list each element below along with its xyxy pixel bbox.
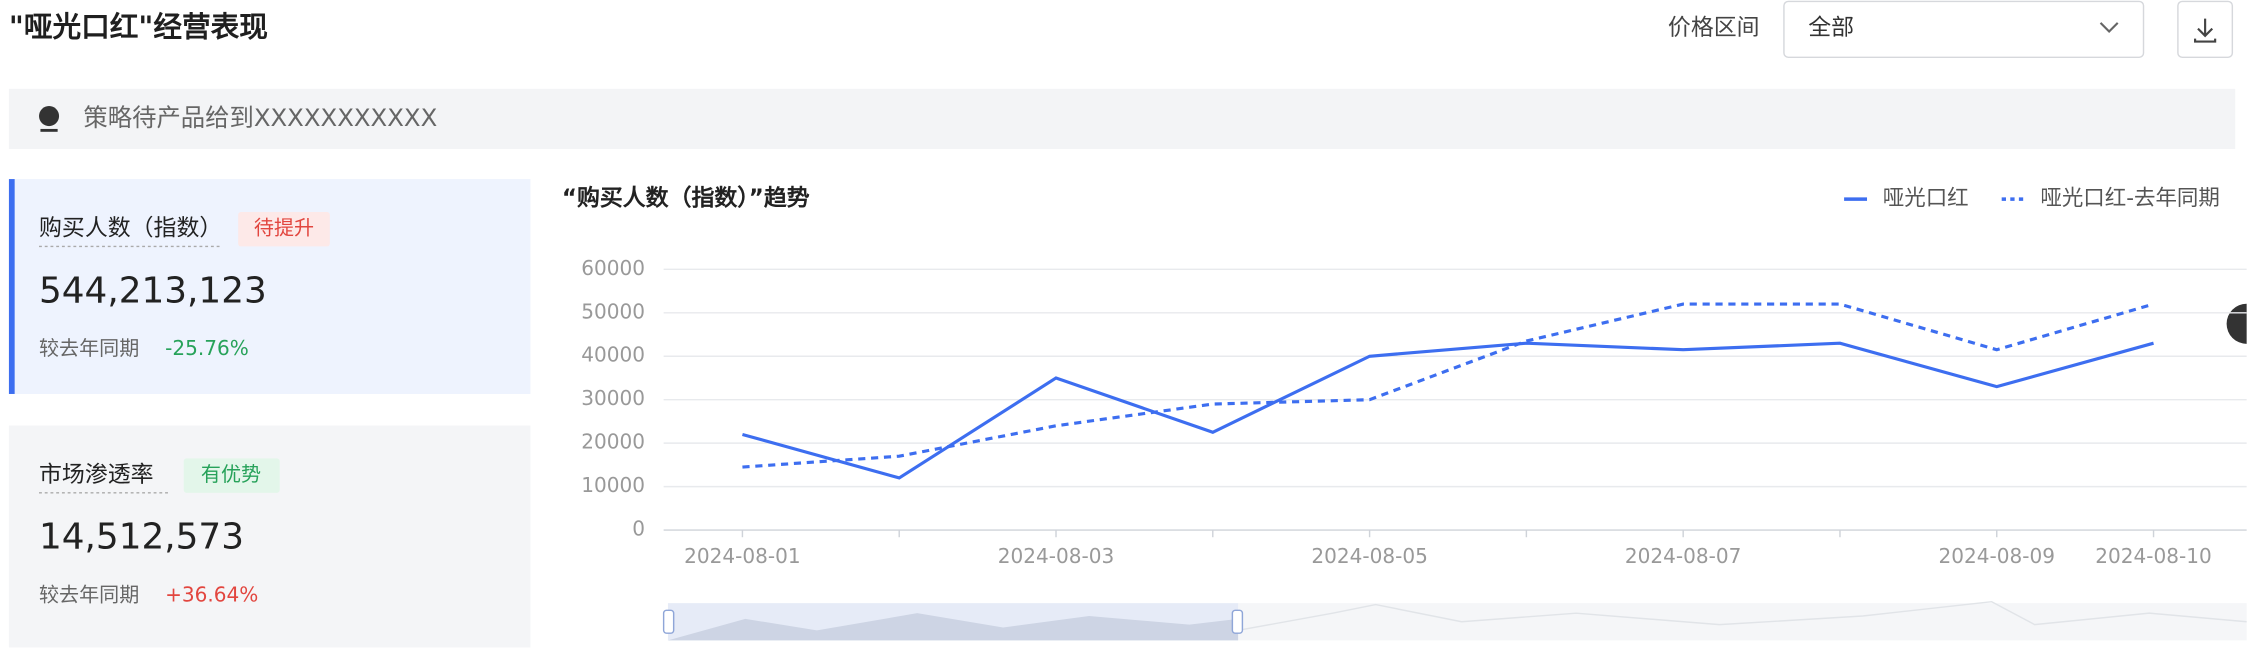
metric-change: -25.76%: [165, 336, 249, 360]
zoom-handle[interactable]: [662, 609, 675, 634]
filter-value: 全部: [1808, 15, 1854, 41]
metric-name: 市场渗透率: [39, 462, 154, 488]
zoom-preview: [667, 613, 1239, 641]
zoom-handle[interactable]: [1231, 609, 1244, 634]
metric-tag-bg: [183, 458, 280, 493]
series-line: [742, 341, 2154, 480]
chart-title: “购买人数（指数）”趋势: [562, 185, 810, 212]
metric-value: 544,213,123: [39, 270, 267, 311]
filter-select[interactable]: [1783, 0, 2145, 59]
metric-value: 14,512,573: [39, 517, 244, 558]
y-tick-label: 10000: [581, 473, 645, 497]
notice-bar: [8, 88, 2236, 149]
page-title: "哑光口红"经营表现: [9, 10, 268, 44]
x-tick-label: 2024-08-07: [1625, 544, 1742, 568]
x-tick-label: 2024-08-01: [684, 544, 801, 568]
legend-label: 哑光口红: [1883, 186, 1969, 211]
x-tick-label: 2024-08-10: [2095, 544, 2212, 568]
y-tick-label: 30000: [581, 386, 645, 410]
side-handle[interactable]: [2226, 303, 2247, 344]
metric-change: +36.64%: [165, 582, 258, 606]
y-tick-label: 40000: [581, 343, 645, 367]
metric-tag: 待提升: [254, 216, 314, 240]
zoom-window[interactable]: [667, 603, 1239, 641]
y-tick-label: 50000: [581, 299, 645, 323]
metric-tag-bg: [238, 212, 330, 247]
legend-label: 哑光口红-去年同期: [2040, 186, 2219, 211]
y-tick-label: 20000: [581, 430, 645, 454]
x-tick-label: 2024-08-03: [998, 544, 1115, 568]
chevron-icon: [2099, 22, 2119, 34]
series-line: [742, 302, 2154, 469]
metric-name: 购买人数（指数）: [39, 216, 222, 242]
notice-icon-base: [40, 128, 58, 132]
download-icon: [2194, 18, 2217, 43]
notice-icon: [39, 106, 60, 127]
filter-label: 价格区间: [1668, 15, 1760, 41]
x-tick-label: 2024-08-09: [1938, 544, 2055, 568]
zoom-preview-line: [1237, 600, 2247, 632]
metric-compare-label: 较去年同期: [39, 582, 139, 606]
active-indicator: [8, 179, 15, 394]
metric-compare-label: 较去年同期: [39, 336, 139, 360]
y-tick-label: 0: [632, 517, 645, 541]
notice-text: 策略待产品给到XXXXXXXXXXX: [83, 103, 437, 132]
x-tick-label: 2024-08-05: [1311, 544, 1428, 568]
metric-tag: 有优势: [201, 462, 261, 486]
y-tick-label: 60000: [581, 256, 645, 280]
